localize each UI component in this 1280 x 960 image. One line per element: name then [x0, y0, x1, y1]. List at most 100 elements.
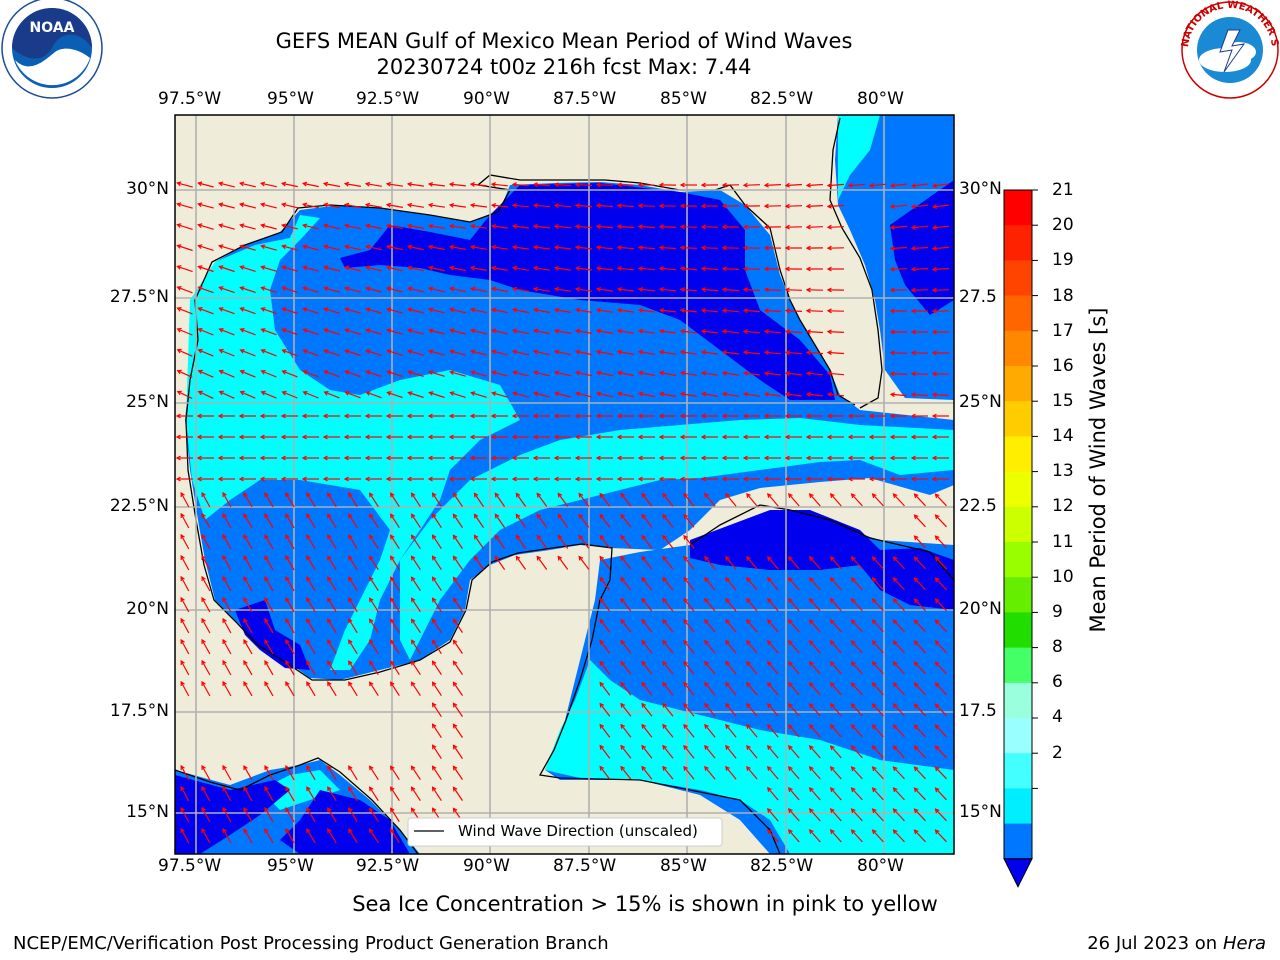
- wind-wave-arrow-head: [599, 513, 605, 519]
- wind-wave-arrow-head: [805, 350, 811, 356]
- wind-wave-arrow-head: [910, 245, 916, 251]
- wind-wave-arrow: [872, 829, 884, 843]
- wind-wave-arrow-head: [553, 182, 559, 188]
- wind-wave-arrow-head: [595, 328, 602, 334]
- wind-wave-arrow: [723, 393, 739, 397]
- wind-wave-arrow-head: [238, 434, 244, 440]
- wind-wave-arrow: [933, 183, 949, 187]
- wind-wave-arrow-head: [578, 555, 584, 561]
- wind-wave-arrow-head: [431, 681, 437, 687]
- wind-wave-arrow-head: [285, 827, 290, 834]
- wind-wave-arrow: [620, 598, 632, 612]
- lat-label-right: 15°N: [959, 802, 1002, 822]
- wind-wave-arrow: [893, 745, 905, 759]
- wind-wave-arrow: [662, 619, 674, 633]
- wind-wave-arrow: [618, 392, 634, 398]
- wind-wave-arrow: [453, 766, 463, 780]
- wind-wave-arrow: [701, 309, 719, 313]
- wind-wave-arrow: [725, 661, 737, 675]
- wind-wave-arrow-head: [259, 476, 265, 482]
- wind-wave-arrow-head: [679, 434, 685, 440]
- wind-wave-arrow: [725, 493, 737, 507]
- wind-wave-arrow-head: [910, 266, 916, 272]
- wind-wave-arrow-head: [805, 287, 811, 293]
- wind-wave-arrow: [704, 619, 716, 633]
- wind-wave-arrow-head: [452, 744, 458, 750]
- wind-wave-arrow: [599, 682, 611, 696]
- colorbar-tick: 20: [1052, 215, 1074, 235]
- wind-wave-arrow-head: [243, 576, 248, 582]
- wind-wave-arrow-head: [536, 492, 542, 498]
- wind-wave-arrow-head: [390, 534, 395, 540]
- wind-wave-arrow-head: [910, 413, 916, 419]
- wind-wave-arrow: [680, 288, 698, 292]
- wind-wave-arrow-head: [784, 329, 790, 335]
- wind-wave-arrow-head: [725, 555, 730, 561]
- wind-wave-arrow: [767, 577, 779, 591]
- wind-wave-arrow: [723, 351, 739, 355]
- wind-wave-arrow-head: [641, 534, 647, 540]
- wind-wave-arrow: [513, 392, 529, 398]
- wind-wave-arrow: [911, 393, 929, 397]
- wind-wave-arrow-head: [469, 244, 476, 250]
- wind-wave-arrow-head: [511, 182, 517, 188]
- wind-wave-arrow-head: [658, 287, 664, 292]
- wind-wave-arrow-head: [201, 638, 206, 644]
- wind-wave-arrow-head: [323, 349, 329, 354]
- wind-wave-arrow-head: [892, 745, 898, 751]
- wind-wave-arrow-head: [218, 202, 224, 208]
- wind-wave-arrow: [408, 350, 424, 356]
- wind-wave-arrow: [285, 639, 295, 655]
- wind-wave-arrow: [306, 534, 316, 550]
- wind-wave-arrow: [809, 598, 821, 612]
- wind-wave-arrow-head: [787, 661, 793, 667]
- wind-wave-arrow-head: [410, 660, 416, 666]
- wind-wave-arrow: [471, 329, 487, 335]
- wind-wave-arrow: [830, 556, 842, 570]
- lat-label-left: 22.5°N: [109, 496, 169, 516]
- wind-wave-arrow: [764, 351, 782, 355]
- wind-wave-arrow-head: [763, 203, 769, 209]
- wind-wave-arrow-head: [369, 576, 374, 582]
- wind-wave-arrow: [683, 493, 695, 507]
- colorbar-tick: 14: [1052, 426, 1074, 446]
- wind-wave-arrow-head: [239, 390, 245, 396]
- wind-wave-arrow-head: [532, 455, 538, 461]
- wind-wave-arrow-head: [700, 224, 706, 230]
- wind-wave-arrow: [578, 493, 590, 507]
- wind-wave-arrow-head: [196, 455, 202, 461]
- wind-wave-arrow: [345, 329, 361, 335]
- wind-wave-arrow: [303, 203, 319, 209]
- wind-wave-arrow-head: [808, 682, 814, 688]
- wind-wave-arrow: [243, 576, 253, 592]
- wind-wave-arrow: [809, 787, 821, 801]
- wind-wave-arrow-head: [553, 265, 560, 271]
- wind-wave-arrow-head: [175, 476, 181, 482]
- wind-wave-arrow: [786, 393, 802, 397]
- wind-wave-arrow-head: [847, 455, 853, 461]
- wind-wave-arrow: [432, 534, 442, 550]
- wind-wave-arrow: [180, 597, 190, 613]
- wind-wave-arrow-head: [683, 660, 688, 666]
- wind-wave-arrow-head: [344, 328, 350, 333]
- wind-wave-arrow-head: [826, 350, 832, 356]
- wind-wave-arrow: [788, 829, 800, 843]
- wind-wave-arrow: [243, 555, 253, 571]
- wind-wave-arrow: [620, 577, 632, 591]
- wind-wave-arrow: [222, 786, 232, 802]
- wind-wave-arrow: [240, 391, 256, 399]
- wind-wave-arrow-head: [431, 723, 437, 729]
- wind-wave-arrow: [513, 267, 529, 271]
- wind-wave-arrow-head: [406, 223, 413, 229]
- wind-wave-arrow: [785, 310, 803, 312]
- wind-wave-arrow: [914, 640, 926, 654]
- wind-wave-arrow-head: [407, 370, 413, 375]
- wind-wave-arrow: [303, 245, 319, 251]
- wind-wave-arrow-head: [512, 391, 518, 397]
- wind-wave-arrow: [303, 287, 319, 293]
- wind-wave-arrow-head: [452, 807, 458, 813]
- wind-wave-arrow-head: [658, 182, 664, 188]
- wind-wave-arrow-head: [787, 808, 793, 814]
- wind-wave-arrow: [432, 681, 442, 697]
- wind-wave-arrow: [639, 309, 655, 313]
